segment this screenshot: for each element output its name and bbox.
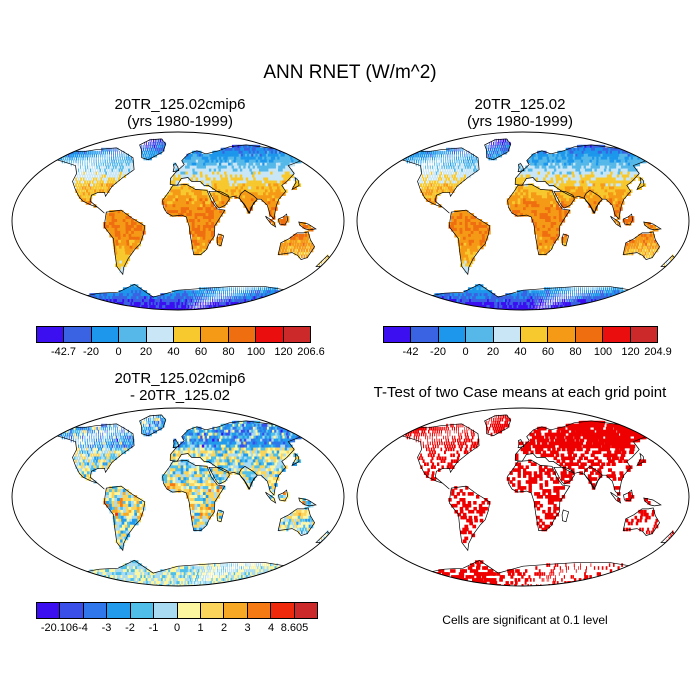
colorbar-tick-label: -20.106 [40, 622, 79, 634]
colorbar-tick-label: 206.6 [297, 346, 325, 358]
colorbar-swatch [384, 327, 412, 342]
colorbar-tick-label: 0 [462, 346, 469, 358]
colorbar-tick-label: -42.7 [50, 346, 77, 358]
colorbar-tick-label: 40 [167, 346, 180, 358]
panel-1-title-line1: 20TR_125.02cmip6 [114, 96, 246, 113]
colorbar-swatch [228, 327, 257, 342]
colorbar-swatch [91, 327, 120, 342]
panel-1-title: 20TR_125.02cmip6 (yrs 1980-1999) [40, 96, 320, 130]
colorbar-swatch [283, 327, 311, 342]
colorbar-swatch [107, 603, 131, 618]
colorbar-swatch [146, 327, 175, 342]
colorbar-swatch [521, 327, 549, 342]
colorbar-tick-label: 4 [267, 622, 275, 634]
colorbar-case-b-labels: -42 -20 0 20 40 60 80 100 120 204.9 [383, 346, 672, 360]
colorbar-tick-label: 60 [541, 346, 555, 358]
colorbar-swatch [548, 327, 576, 342]
colorbar-tick-label: -3 [101, 622, 112, 634]
colorbar-swatch [177, 603, 201, 618]
colorbar-tick-label: 204.9 [644, 346, 672, 358]
colorbar-swatch [438, 327, 467, 342]
colorbar-swatch [60, 603, 84, 618]
panel-2-title: 20TR_125.02 (yrs 1980-1999) [380, 96, 660, 130]
colorbar-tick-label: -4 [78, 622, 88, 634]
colorbar-case-a [36, 326, 311, 343]
colorbar-tick-label: 1 [197, 622, 204, 634]
colorbar-swatch [493, 327, 522, 342]
colorbar-case-a-labels: -42.7 -20 0 20 40 60 80 100 120 206.6 [36, 346, 325, 360]
colorbar-swatch [174, 327, 202, 342]
colorbar-tick-label: 8.605 [280, 622, 309, 634]
significance-note: Cells are significant at 0.1 level [442, 613, 608, 627]
map-case-a [11, 131, 345, 311]
colorbar-swatch [119, 327, 147, 342]
map-ttest-significance [356, 407, 690, 587]
colorbar-swatch [200, 603, 225, 618]
colorbar-swatch [154, 603, 178, 618]
map-case-b [356, 131, 690, 311]
colorbar-swatch [466, 327, 494, 342]
colorbar-swatch [603, 327, 631, 342]
colorbar-swatch [83, 603, 108, 618]
colorbar-swatch [294, 603, 318, 618]
colorbar-swatch [130, 603, 155, 618]
colorbar-tick-label: -20 [430, 346, 446, 358]
colorbar-tick-label: 20 [139, 346, 153, 358]
colorbar-tick-label: 100 [246, 346, 266, 358]
colorbar-tick-label: -42 [402, 346, 419, 358]
main-title: ANN RNET (W/m^2) [263, 62, 437, 83]
colorbar-tick-label: -20 [83, 346, 99, 358]
colorbar-tick-label: 80 [222, 346, 235, 358]
colorbar-tick-label: 0 [173, 622, 181, 634]
colorbar-tick-label: 2 [220, 622, 228, 634]
colorbar-tick-label: -1 [148, 622, 159, 634]
colorbar-difference [36, 602, 318, 619]
colorbar-difference-labels: -20.106 -4 -3 -2 -1 0 1 2 3 4 8.605 [36, 622, 318, 636]
colorbar-swatch [575, 327, 604, 342]
colorbar-swatch [64, 327, 92, 342]
colorbar-tick-label: -2 [125, 622, 135, 634]
colorbar-tick-label: 60 [194, 346, 208, 358]
colorbar-swatch [630, 327, 658, 342]
panel-3-title: 20TR_125.02cmip6 - 20TR_125.02 [40, 370, 320, 404]
colorbar-tick-label: 0 [115, 346, 122, 358]
colorbar-swatch [37, 603, 61, 618]
colorbar-swatch [37, 327, 65, 342]
colorbar-swatch [224, 603, 248, 618]
panel-2-title-line1: 20TR_125.02 [474, 96, 566, 113]
colorbar-swatch [201, 327, 229, 342]
colorbar-swatch [271, 603, 295, 618]
panel-2-title-line2: (yrs 1980-1999) [467, 113, 573, 130]
panel-4-title: T-Test of two Case means at each grid po… [373, 384, 667, 401]
colorbar-tick-label: 120 [621, 346, 640, 358]
colorbar-swatch [247, 603, 272, 618]
panel-1-title-line2: (yrs 1980-1999) [127, 113, 233, 130]
colorbar-tick-label: 100 [593, 346, 613, 358]
map-difference [11, 407, 345, 587]
colorbar-tick-label: 40 [514, 346, 527, 358]
colorbar-swatch [411, 327, 439, 342]
colorbar-case-b [383, 326, 658, 343]
colorbar-tick-label: 120 [274, 346, 293, 358]
colorbar-tick-label: 3 [244, 622, 251, 634]
panel-3-title-line2: - 20TR_125.02 [129, 387, 231, 404]
panel-3-title-line1: 20TR_125.02cmip6 [114, 370, 246, 387]
colorbar-tick-label: 80 [569, 346, 582, 358]
colorbar-swatch [256, 327, 284, 342]
colorbar-tick-label: 20 [486, 346, 500, 358]
